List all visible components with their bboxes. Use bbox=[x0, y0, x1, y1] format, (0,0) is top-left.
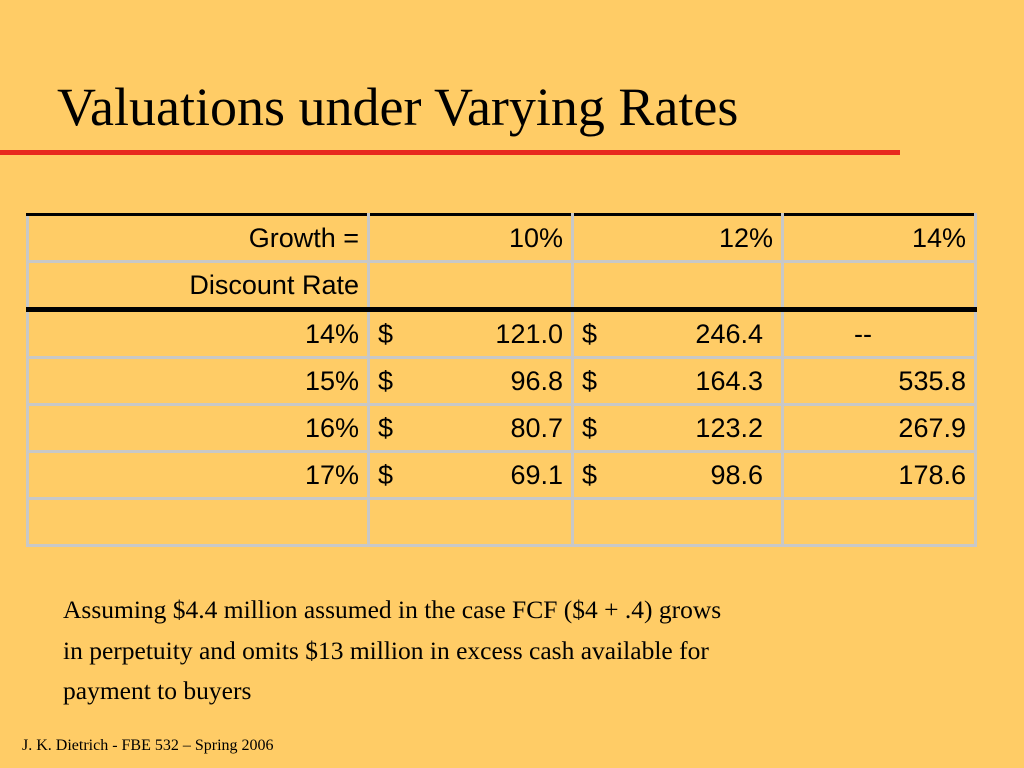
title-underline bbox=[0, 150, 900, 155]
value-cell: -- bbox=[781, 308, 977, 358]
value-cell: 267.9 bbox=[781, 403, 977, 452]
empty-row bbox=[26, 497, 977, 547]
discount-rate-label: Discount Rate bbox=[26, 260, 370, 312]
discount-rate-cell: 14% bbox=[26, 308, 370, 358]
header-row-discount: Discount Rate bbox=[26, 260, 977, 312]
discount-rate-cell: 16% bbox=[26, 403, 370, 452]
value-amount: 123.2 bbox=[695, 412, 763, 443]
currency-symbol: $ bbox=[378, 318, 394, 349]
value-amount: 69.1 bbox=[510, 459, 563, 490]
empty-cell bbox=[367, 260, 574, 312]
empty-cell bbox=[571, 497, 784, 547]
value-cell: 535.8 bbox=[781, 356, 977, 405]
table-row: 14% $121.0 $246.4 -- bbox=[26, 308, 977, 358]
table-row: 16% $80.7 $123.2 267.9 bbox=[26, 403, 977, 452]
value-cell: $69.1 bbox=[367, 450, 574, 499]
growth-col-3: 14% bbox=[781, 213, 977, 262]
value-cell: $123.2 bbox=[571, 403, 784, 452]
value-cell: 178.6 bbox=[781, 450, 977, 499]
note-line: Assuming $4.4 million assumed in the cas… bbox=[63, 595, 722, 624]
empty-cell bbox=[781, 260, 977, 312]
value-cell: $121.0 bbox=[367, 308, 574, 358]
empty-cell bbox=[571, 260, 784, 312]
note-line: payment to buyers bbox=[63, 676, 252, 705]
value-amount: 80.7 bbox=[510, 412, 563, 443]
value-amount: 121.0 bbox=[495, 318, 563, 349]
table-row: 17% $69.1 $98.6 178.6 bbox=[26, 450, 977, 499]
growth-col-1: 10% bbox=[367, 213, 574, 262]
value-cell: $96.8 bbox=[367, 356, 574, 405]
value-amount: 164.3 bbox=[695, 365, 763, 396]
currency-symbol: $ bbox=[378, 365, 394, 396]
header-row-growth: Growth = 10% 12% 14% bbox=[26, 213, 977, 262]
currency-symbol: $ bbox=[378, 459, 394, 490]
value-cell: $80.7 bbox=[367, 403, 574, 452]
valuation-table: Growth = 10% 12% 14% Discount Rate 14% $… bbox=[26, 213, 977, 547]
currency-symbol: $ bbox=[582, 412, 598, 443]
value-cell: $164.3 bbox=[571, 356, 784, 405]
assumption-note: Assuming $4.4 million assumed in the cas… bbox=[63, 590, 963, 712]
empty-cell bbox=[26, 497, 370, 547]
growth-col-2: 12% bbox=[571, 213, 784, 262]
slide-footer: J. K. Dietrich - FBE 532 – Spring 2006 bbox=[22, 737, 274, 754]
value-cell: $246.4 bbox=[571, 308, 784, 358]
currency-symbol: $ bbox=[582, 365, 598, 396]
slide-title: Valuations under Varying Rates bbox=[57, 77, 739, 137]
currency-symbol: $ bbox=[582, 459, 598, 490]
value-cell: $98.6 bbox=[571, 450, 784, 499]
discount-rate-cell: 15% bbox=[26, 356, 370, 405]
value-amount: 98.6 bbox=[710, 459, 763, 490]
currency-symbol: $ bbox=[582, 318, 598, 349]
table-row: 15% $96.8 $164.3 535.8 bbox=[26, 356, 977, 405]
growth-label: Growth = bbox=[26, 213, 370, 262]
empty-cell bbox=[367, 497, 574, 547]
value-amount: 96.8 bbox=[510, 365, 563, 396]
currency-symbol: $ bbox=[378, 412, 394, 443]
empty-cell bbox=[781, 497, 977, 547]
value-amount: 246.4 bbox=[695, 318, 763, 349]
discount-rate-cell: 17% bbox=[26, 450, 370, 499]
note-line: in perpetuity and omits $13 million in e… bbox=[63, 635, 709, 665]
